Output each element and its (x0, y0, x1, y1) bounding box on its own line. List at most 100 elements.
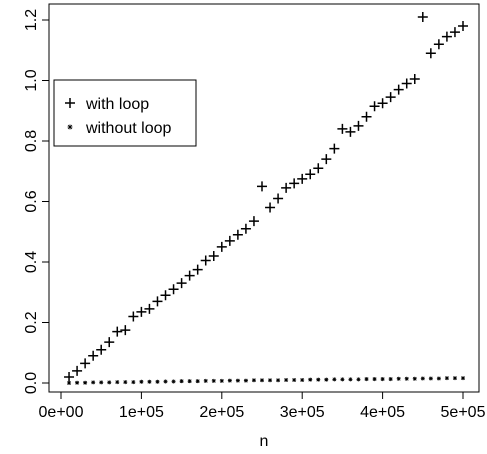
without-loop-point (404, 376, 409, 381)
with-loop-point (458, 21, 468, 32)
with-loop-point (200, 255, 211, 266)
legend-box (53, 79, 197, 147)
without-loop-point (461, 376, 465, 381)
x-tick-label: 4e+05 (360, 404, 405, 421)
without-loop-point (348, 377, 353, 382)
with-loop-point (321, 154, 332, 165)
without-loop-point (340, 377, 345, 382)
with-loop-point (152, 296, 163, 307)
without-loop-point (364, 377, 369, 382)
without-loop-point (227, 378, 232, 383)
with-loop-point (265, 202, 276, 213)
y-axis: 0.0 0.2 0.4 0.6 0.8 1.0 1.2 (23, 9, 49, 394)
legend-entry-label: without loop (85, 120, 171, 137)
with-loop-point (353, 120, 364, 131)
with-loop-point (128, 311, 139, 322)
without-loop-point (123, 380, 128, 385)
without-loop-point (163, 379, 168, 384)
with-loop-point (281, 182, 292, 193)
legend-marker-without-loop (67, 124, 73, 130)
y-tick-label: 0.6 (23, 190, 40, 212)
with-loop-point (385, 92, 396, 103)
with-loop-point (112, 326, 123, 337)
without-loop-point (284, 377, 289, 382)
without-loop-point (115, 380, 120, 385)
without-loop-point (420, 376, 425, 381)
with-loop-point (96, 344, 107, 355)
x-axis-label: n (260, 433, 269, 450)
plot-frame (48, 3, 480, 393)
y-tick-label: 0.0 (23, 372, 40, 394)
with-loop-point (361, 111, 372, 122)
without-loop-point (147, 379, 152, 384)
with-loop-point (393, 84, 404, 95)
without-loop-point (211, 378, 216, 383)
with-loop-point (144, 303, 155, 314)
without-loop-point (316, 377, 321, 382)
without-loop-point (276, 378, 281, 383)
with-loop-point (345, 126, 356, 137)
without-loop-point (308, 377, 313, 382)
without-loop-point (324, 377, 329, 382)
without-loop-point (83, 380, 88, 385)
with-loop-point (192, 264, 203, 275)
with-loop-point (232, 229, 243, 240)
without-loop-point (139, 379, 144, 384)
without-loop-point (75, 380, 80, 385)
with-loop-point (329, 143, 340, 154)
with-loop-point (257, 181, 267, 192)
without-loop-point (428, 376, 433, 381)
with-loop-point (297, 173, 308, 184)
with-loop-point (64, 371, 75, 382)
without-loop-point (91, 380, 96, 385)
with-loop-point (136, 306, 147, 317)
without-loop-point (268, 378, 273, 383)
without-loop-point (380, 377, 385, 382)
with-loop-point (425, 48, 436, 59)
with-loop-point (401, 78, 412, 89)
with-loop-point (377, 98, 388, 109)
legend-marker-with-loop (65, 98, 75, 108)
without-loop-point (219, 378, 224, 383)
with-loop-point (369, 101, 380, 112)
data-points (64, 11, 468, 385)
without-loop-point (444, 376, 449, 381)
y-tick-label: 0.2 (23, 311, 40, 333)
with-loop-point (305, 169, 316, 180)
legend-entry-label: with loop (85, 96, 149, 113)
without-loop-point (260, 378, 264, 383)
without-loop-point (388, 377, 393, 382)
legend: with loop without loop (53, 79, 197, 147)
without-loop-point (292, 377, 297, 382)
without-loop-point (235, 378, 240, 383)
with-loop-point (449, 27, 460, 38)
x-tick-label: 5e+05 (441, 404, 486, 421)
without-loop-point (99, 380, 104, 385)
y-tick-label: 0.4 (23, 251, 40, 273)
without-loop-point (436, 376, 441, 381)
with-loop-point (433, 39, 444, 50)
with-loop-point (104, 337, 115, 348)
with-loop-point (208, 250, 219, 261)
without-loop-point (356, 377, 361, 382)
without-loop-point (107, 380, 112, 385)
with-loop-point (216, 241, 227, 252)
without-loop-point (67, 381, 72, 385)
with-loop-point (224, 235, 235, 246)
with-loop-point (441, 31, 452, 42)
with-loop-point (120, 325, 131, 336)
without-loop-point (131, 380, 136, 385)
without-loop-point (332, 377, 337, 382)
x-tick-label: 3e+05 (280, 404, 325, 421)
with-loop-point (417, 11, 428, 22)
x-tick-label: 2e+05 (199, 404, 244, 421)
y-tick-label: 1.2 (23, 9, 40, 31)
without-loop-point (195, 379, 200, 384)
x-axis: 0e+00 1e+05 2e+05 3e+05 4e+05 5e+05 (39, 392, 486, 421)
x-tick-label: 0e+00 (39, 404, 84, 421)
with-loop-point (168, 284, 179, 295)
with-loop-point (80, 358, 91, 369)
without-loop-point (396, 376, 401, 381)
with-loop-point (184, 270, 195, 281)
